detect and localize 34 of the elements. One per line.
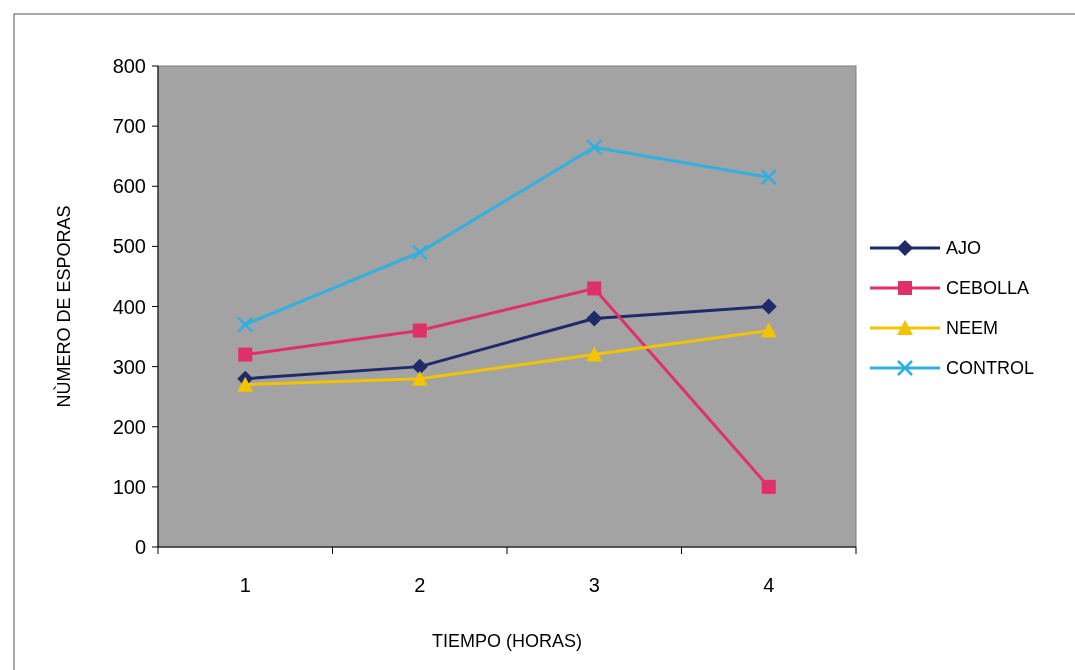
point — [238, 347, 253, 362]
point — [237, 316, 254, 333]
x-axis-title: TIEMPO (HORAS) — [431, 631, 583, 651]
y-tick-label: 200 — [112, 415, 146, 438]
x-tick-label: 2 — [414, 574, 426, 596]
y-axis-title: NÙMERO DE ESPORAS — [53, 205, 74, 408]
y-tick-label: 400 — [112, 295, 146, 318]
point — [761, 479, 776, 494]
legend-label: CONTROL — [946, 358, 1035, 379]
point — [760, 322, 777, 338]
point — [411, 358, 428, 375]
point — [411, 370, 428, 386]
y-tick-label: 700 — [112, 115, 146, 138]
legend-label: AJO — [946, 238, 982, 259]
point — [587, 281, 602, 296]
point — [586, 310, 603, 327]
y-tick-label: 500 — [112, 235, 146, 258]
y-tick-label: 300 — [112, 355, 146, 378]
point — [760, 168, 777, 186]
y-tick-label: 600 — [112, 175, 146, 198]
x-tick-label: 1 — [239, 574, 251, 596]
y-tick-label: 100 — [112, 475, 146, 498]
point — [412, 323, 427, 338]
x-tick-label: 3 — [588, 574, 600, 596]
point — [411, 244, 428, 261]
y-tick-label: 800 — [112, 55, 146, 77]
legend-label: CEBOLLA — [946, 278, 1030, 299]
point — [237, 376, 254, 392]
point — [586, 346, 603, 362]
legend-label: NEEM — [946, 318, 999, 339]
point — [760, 298, 777, 315]
y-tick-label: 0 — [134, 536, 146, 558]
x-tick-label: 4 — [763, 574, 775, 596]
point — [586, 138, 603, 156]
